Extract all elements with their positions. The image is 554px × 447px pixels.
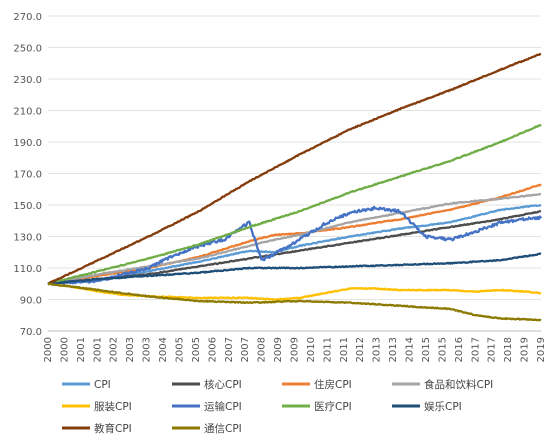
series-line bbox=[47, 252, 542, 285]
x-tick-label: 2015 bbox=[421, 337, 432, 362]
x-tick-label: 2004 bbox=[158, 337, 169, 362]
x-tick-label: 2017 bbox=[470, 337, 481, 362]
series-line bbox=[47, 282, 542, 322]
x-tick-label: 2000 bbox=[43, 337, 54, 362]
y-tick-label: 150.0 bbox=[13, 201, 42, 212]
series-line bbox=[47, 192, 542, 285]
x-tick-label: 2010 bbox=[306, 337, 317, 362]
y-axis-ticks: 70.0 90.0 110.0 130.0 150.0 170.0 190.0 210.0 23… bbox=[13, 12, 42, 338]
legend-label: 娱乐CPI bbox=[424, 400, 462, 413]
legend-label: 住房CPI bbox=[314, 378, 352, 391]
legend-label: 食品和饮料CPI bbox=[424, 378, 493, 391]
x-tick-label: 2019 bbox=[520, 337, 531, 362]
x-tick-label: 2005 bbox=[191, 337, 202, 362]
x-tick-label: 2002 bbox=[109, 337, 120, 362]
x-tick-label: 2006 bbox=[207, 337, 218, 362]
x-tick-label: 2007 bbox=[240, 337, 251, 362]
x-tick-label: 2018 bbox=[503, 337, 514, 362]
legend-label: 教育CPI bbox=[94, 422, 132, 435]
y-tick-label: 130.0 bbox=[13, 233, 42, 244]
x-tick-label: 2009 bbox=[273, 337, 284, 362]
gridlines bbox=[48, 15, 541, 332]
x-tick-label: 2013 bbox=[388, 337, 399, 362]
y-tick-label: 170.0 bbox=[13, 170, 42, 181]
x-tick-label: 2013 bbox=[372, 337, 383, 362]
legend-label: 通信CPI bbox=[204, 423, 242, 435]
x-axis-ticks: 2000 2000 2001 2001 2002 2003 2003 2004 2005 2005… bbox=[43, 337, 547, 362]
x-tick-label: 2005 bbox=[174, 337, 185, 362]
legend-label: CPI bbox=[94, 379, 111, 391]
x-tick-label: 2011 bbox=[322, 337, 333, 362]
legend-label: 医疗CPI bbox=[314, 400, 352, 413]
x-tick-label: 2003 bbox=[125, 337, 136, 362]
x-tick-label: 2019 bbox=[536, 337, 547, 362]
x-tick-label: 2015 bbox=[437, 337, 448, 362]
x-tick-label: 2000 bbox=[59, 337, 70, 362]
x-tick-label: 2007 bbox=[224, 337, 235, 362]
x-tick-label: 2014 bbox=[405, 337, 416, 362]
x-tick-label: 2016 bbox=[454, 337, 465, 362]
y-tick-label: 190.0 bbox=[13, 138, 42, 149]
x-tick-label: 2017 bbox=[487, 337, 498, 362]
series-line bbox=[47, 123, 542, 285]
y-tick-label: 210.0 bbox=[13, 107, 42, 118]
legend: CPI 核心CPI 住房CPI 食品和饮料CPI 服装CPI 运输CPI 医疗CPI 娱乐CP… bbox=[62, 378, 493, 435]
x-tick-label: 2008 bbox=[257, 337, 268, 362]
y-tick-label: 270.0 bbox=[13, 12, 42, 23]
series-line bbox=[47, 52, 542, 285]
series-line bbox=[47, 282, 542, 301]
y-tick-label: 70.0 bbox=[20, 327, 42, 338]
x-tick-label: 2012 bbox=[355, 337, 366, 362]
x-tick-label: 2009 bbox=[290, 337, 301, 362]
x-tick-label: 2001 bbox=[76, 337, 87, 362]
series-line bbox=[47, 205, 543, 286]
legend-label: 核心CPI bbox=[204, 378, 242, 391]
x-tick-label: 2001 bbox=[92, 337, 103, 362]
legend-label: 运输CPI bbox=[204, 400, 242, 413]
y-tick-label: 250.0 bbox=[13, 44, 42, 55]
y-tick-label: 90.0 bbox=[20, 296, 42, 307]
series-lines bbox=[47, 52, 543, 322]
series-line bbox=[47, 203, 542, 285]
x-tick-label: 2003 bbox=[142, 337, 153, 362]
legend-label: 服装CPI bbox=[94, 400, 132, 413]
x-tick-label: 2011 bbox=[339, 337, 350, 362]
y-tick-label: 230.0 bbox=[13, 75, 42, 86]
y-tick-label: 110.0 bbox=[13, 264, 42, 275]
